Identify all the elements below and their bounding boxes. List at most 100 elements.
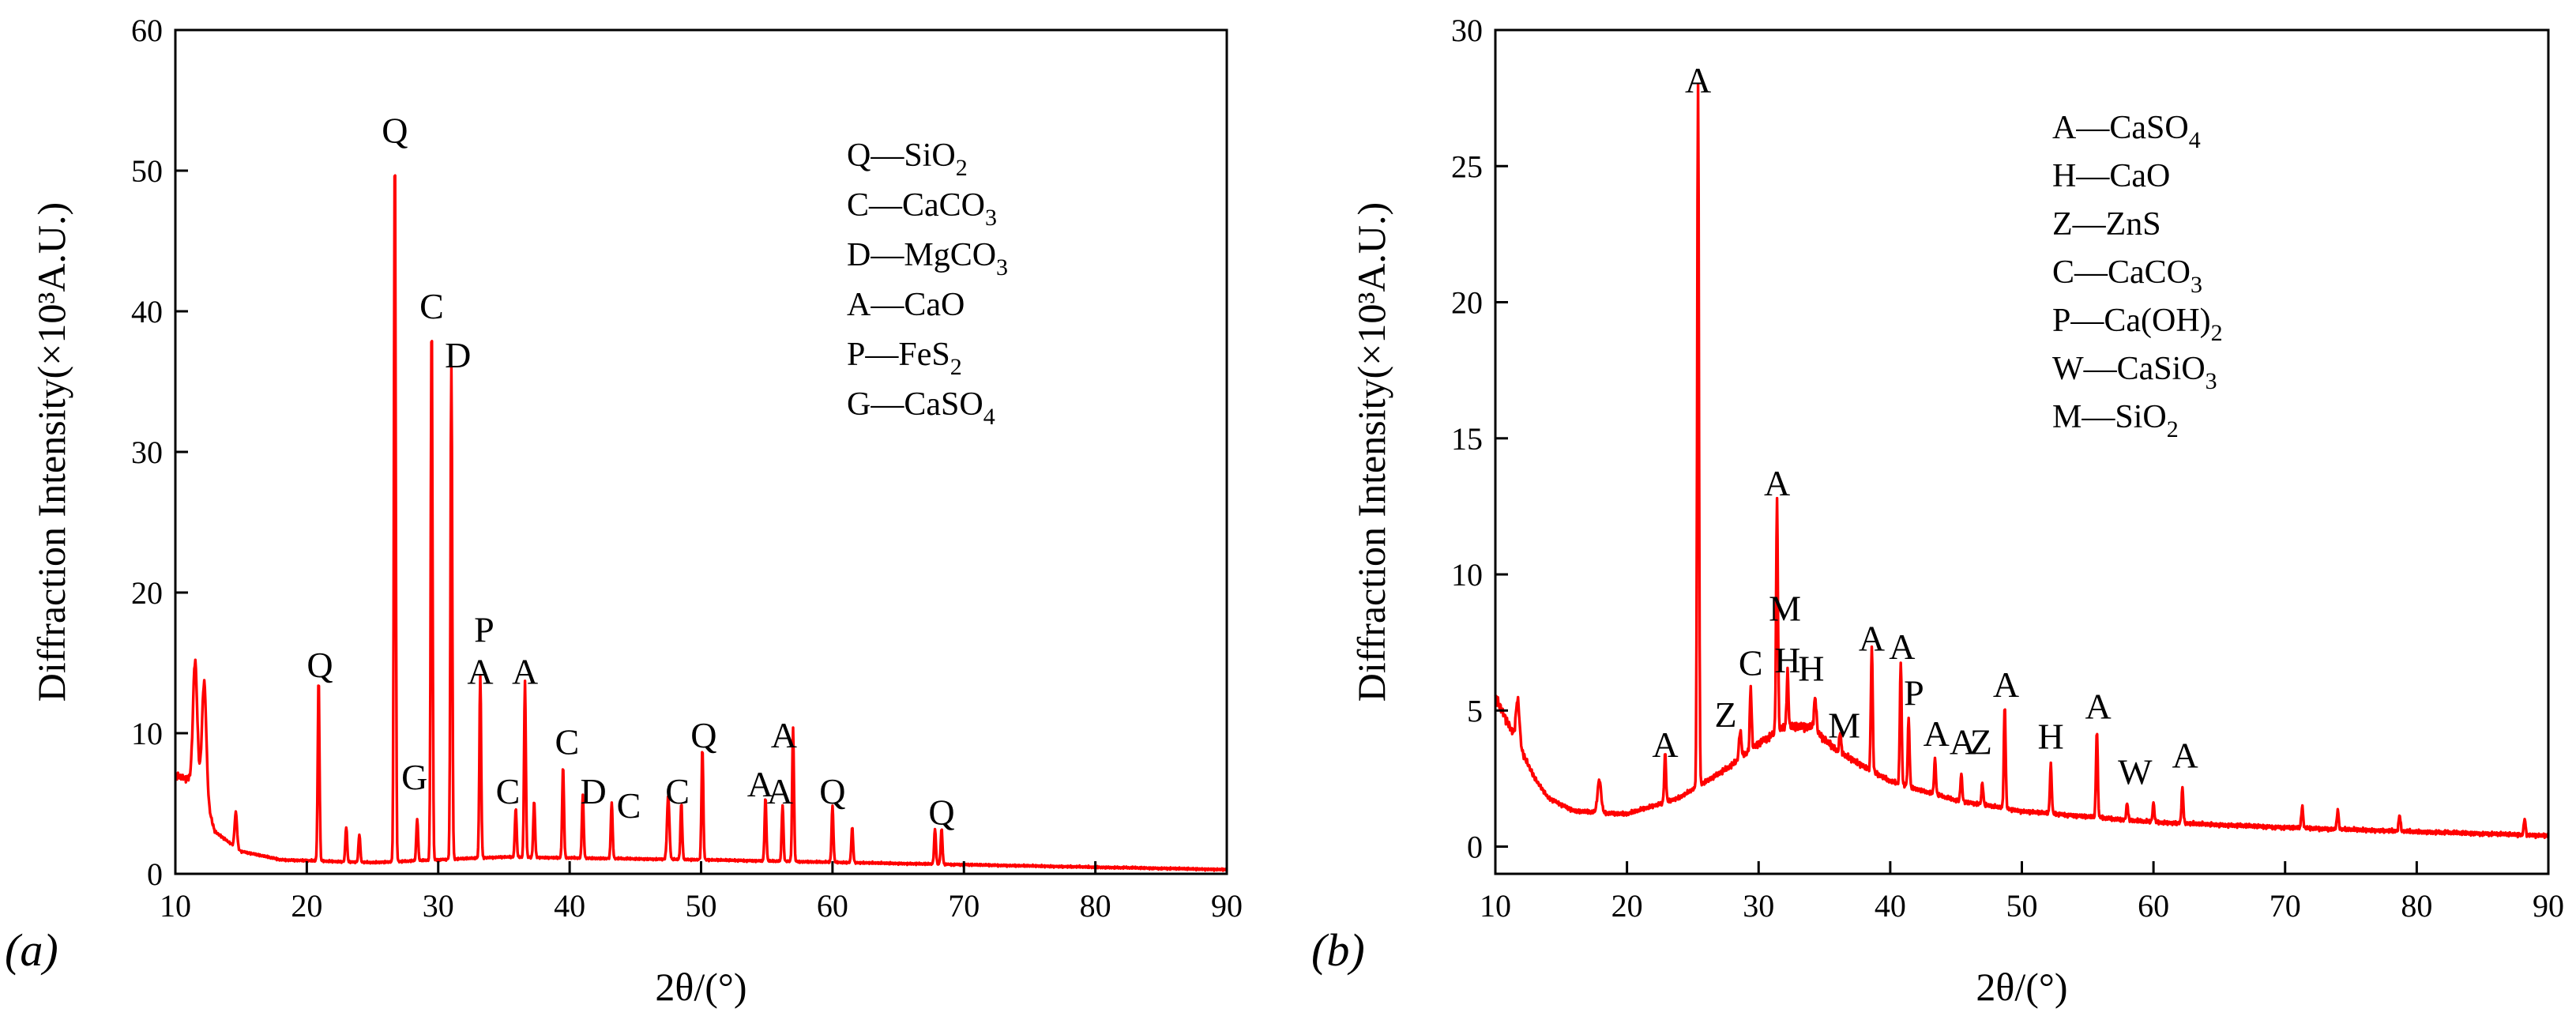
y-tick-label: 20 [131,575,163,611]
y-tick-label: 20 [1451,285,1483,321]
legend-entry: A—CaSO4 [2052,110,2201,153]
x-tick-label: 60 [2138,888,2169,924]
legend-dash: — [864,337,899,373]
peak-label: D [445,335,471,375]
legend-entry: C—CaCO3 [2052,254,2202,298]
legend-entry: D—MgCO3 [847,237,1008,280]
peak-label: A [2085,687,2112,727]
x-tick-label: 70 [948,888,980,924]
legend-entry: Z—ZnS [2052,206,2161,243]
legend-formula: FeS [898,337,950,373]
legend-subscript: 3 [2206,368,2217,394]
legend-symbol: C [2052,254,2074,291]
peak-label: C [617,785,641,826]
peak-label: G [401,757,427,797]
peak-label: C [665,771,690,811]
legend-dash: — [2072,206,2107,243]
x-axis-label: 2θ/(°) [1976,965,2067,1009]
y-tick-label: 40 [131,294,163,329]
legend-formula: SiO [904,137,955,174]
legend-formula: CaCO [2108,254,2191,291]
legend-entry: P—Ca(OH)2 [2052,303,2223,346]
legend-formula: Ca(OH) [2104,303,2210,339]
legend-subscript: 2 [2167,416,2179,442]
peak-label: W [2118,751,2153,792]
y-tick-label: 5 [1467,693,1483,728]
legend: A—CaSO4H—CaOZ—ZnSC—CaCO3P—Ca(OH)2W—CaSiO… [2052,110,2223,442]
legend-entry: P—FeS2 [847,337,962,380]
x-tick-label: 80 [2401,888,2432,924]
y-tick-label: 10 [1451,557,1483,593]
legend-subscript: 2 [956,155,968,181]
legend-symbol: Z [2052,206,2073,243]
legend-dash: — [2081,399,2115,435]
peak-label: M [1828,706,1860,746]
legend-symbol: A [2052,110,2077,146]
peak-label: Q [819,771,845,811]
diffraction-pattern-line [1494,82,2550,840]
legend-symbol: P [2052,303,2070,339]
plot-lines [174,174,1228,872]
peak-label: A [2172,736,2198,776]
diffraction-pattern-line [174,174,1228,872]
x-tick-label: 40 [554,888,585,924]
peak-label: Z [1970,721,1992,762]
x-tick-label: 40 [1875,888,1906,924]
legend-entry: G—CaSO4 [847,386,995,430]
y-tick-label: 15 [1451,421,1483,457]
legend-subscript: 3 [985,205,997,231]
legend-formula: CaSO [2109,110,2188,146]
x-tick-label: 30 [423,888,454,924]
peak-label: A [1950,721,1976,762]
y-tick-label: 0 [147,856,163,892]
legend-entry: A—CaO [847,287,965,323]
peak-label: A [512,652,538,692]
legend-dash: — [868,187,903,224]
peak-label: P [1904,672,1924,713]
legend-dash: — [870,386,904,423]
peak-label: A [1859,618,1885,658]
legend-symbol: H [2052,158,2076,194]
y-tick-label: 60 [131,13,163,48]
peak-label: A [1685,60,1711,100]
peak-label: C [419,286,444,326]
peak-label: A [1889,627,1915,667]
peak-label: A [1764,463,1790,503]
y-tick-label: 10 [131,716,163,751]
peak-label: C [496,771,521,811]
legend-symbol: A [847,287,871,323]
legend-symbol: M [2052,399,2081,435]
legend-dash: — [870,237,904,273]
legend-formula: CaCO [902,187,985,224]
legend-entry: C—CaCO3 [847,187,997,231]
x-axis-label: 2θ/(°) [655,965,746,1009]
legend-symbol: Q [847,137,871,174]
peak-label: D [580,771,606,811]
x-tick-label: 60 [817,888,848,924]
legend-subscript: 3 [2191,272,2202,298]
legend-subscript: 4 [2189,127,2201,153]
peak-label: A [1652,724,1678,765]
peak-label: A [747,764,773,804]
legend-subscript: 4 [983,404,995,430]
peak-label: A [767,771,793,811]
peak-label: H [1798,648,1824,688]
legend-entry: H—CaO [2052,158,2170,194]
x-tick-label: 80 [1080,888,1111,924]
peak-label: C [555,722,579,762]
legend-dash: — [2083,351,2118,387]
legend-formula: ZnS [2106,206,2161,243]
legend-subscript: 2 [2211,320,2223,346]
legend-symbol: D [847,237,871,273]
plot-lines [1494,82,2550,840]
legend-entry: M—SiO2 [2052,399,2179,442]
peak-label: Z [1715,694,1737,735]
legend-subscript: 2 [950,354,962,380]
legend-dash: — [870,137,904,174]
